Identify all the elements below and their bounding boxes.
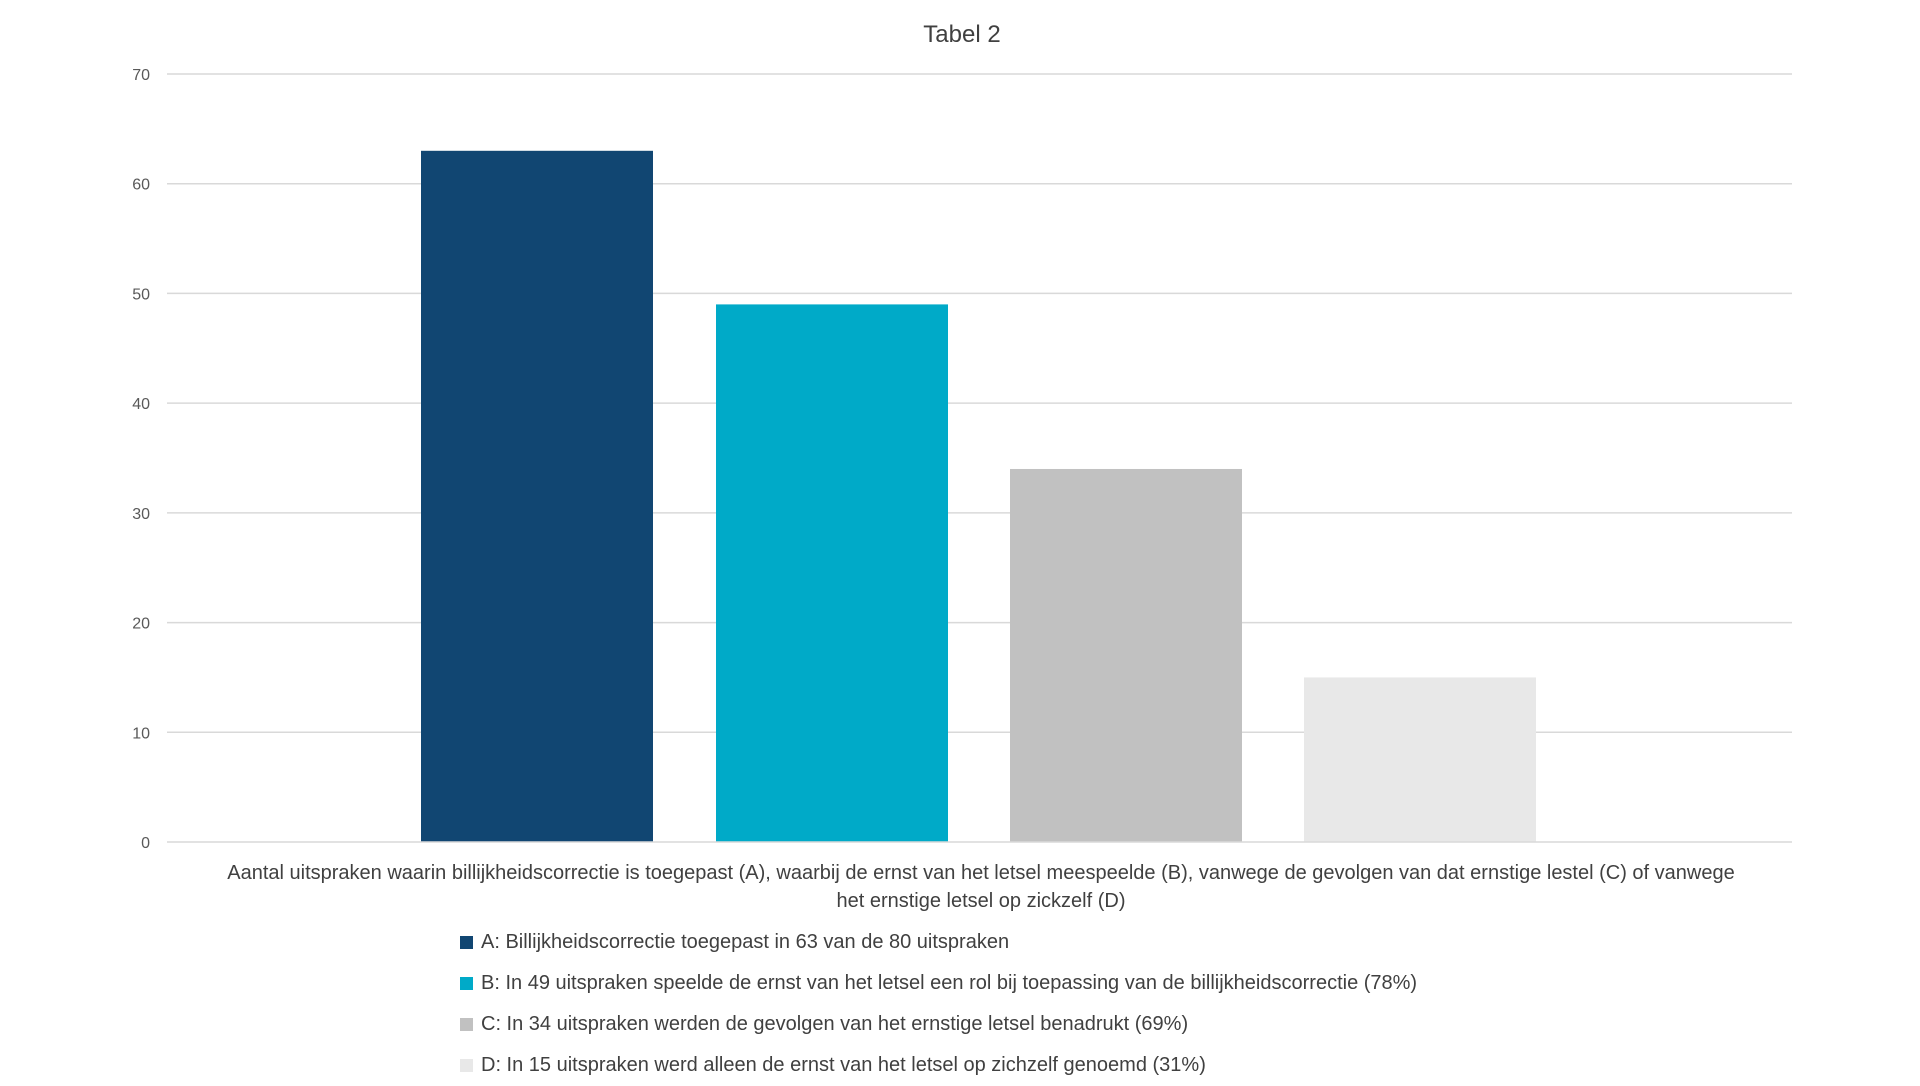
bar-a (421, 150, 653, 843)
legend-item-b: B: In 49 uitspraken speelde de ernst van… (460, 963, 1760, 1004)
bars (421, 150, 1536, 843)
gridlines (167, 73, 1792, 734)
bar-b (716, 304, 948, 842)
x-axis-label-line-2: het ernstige letsel op zickzelf (D) (836, 890, 1125, 912)
y-tick-label: 70 (132, 67, 150, 84)
legend-swatch-b (460, 977, 473, 990)
x-axis-label-line-1: Aantal uitspraken waarin billijkheidscor… (227, 862, 1734, 884)
y-tick-label: 30 (132, 506, 150, 523)
legend-item-c: C: In 34 uitspraken werden de gevolgen v… (460, 1004, 1760, 1045)
bar-c (1010, 468, 1242, 842)
legend-label-c: C: In 34 uitspraken werden de gevolgen v… (481, 1013, 1189, 1035)
y-axis-ticks: 0 10 20 30 40 50 60 70 (132, 67, 150, 852)
legend-item-a: A: Billijkheidscorrectie toegepast in 63… (460, 922, 1760, 963)
y-tick-label: 0 (141, 835, 150, 852)
legend-label-b: B: In 49 uitspraken speelde de ernst van… (481, 972, 1418, 994)
legend: A: Billijkheidscorrectie toegepast in 63… (460, 922, 1760, 1086)
legend-swatch-c (460, 1018, 473, 1031)
y-tick-label: 50 (132, 286, 150, 303)
legend-swatch-d (460, 1059, 473, 1072)
chart-title: Tabel 2 (923, 21, 1000, 48)
legend-swatch-a (460, 936, 473, 949)
bar-d (1304, 677, 1536, 842)
y-tick-label: 10 (132, 725, 150, 742)
legend-label-d: D: In 15 uitspraken werd alleen de ernst… (481, 1054, 1206, 1076)
y-tick-label: 20 (132, 616, 150, 633)
legend-item-d: D: In 15 uitspraken werd alleen de ernst… (460, 1045, 1760, 1086)
y-tick-label: 60 (132, 177, 150, 194)
legend-label-a: A: Billijkheidscorrectie toegepast in 63… (481, 931, 1010, 953)
y-tick-label: 40 (132, 396, 150, 413)
